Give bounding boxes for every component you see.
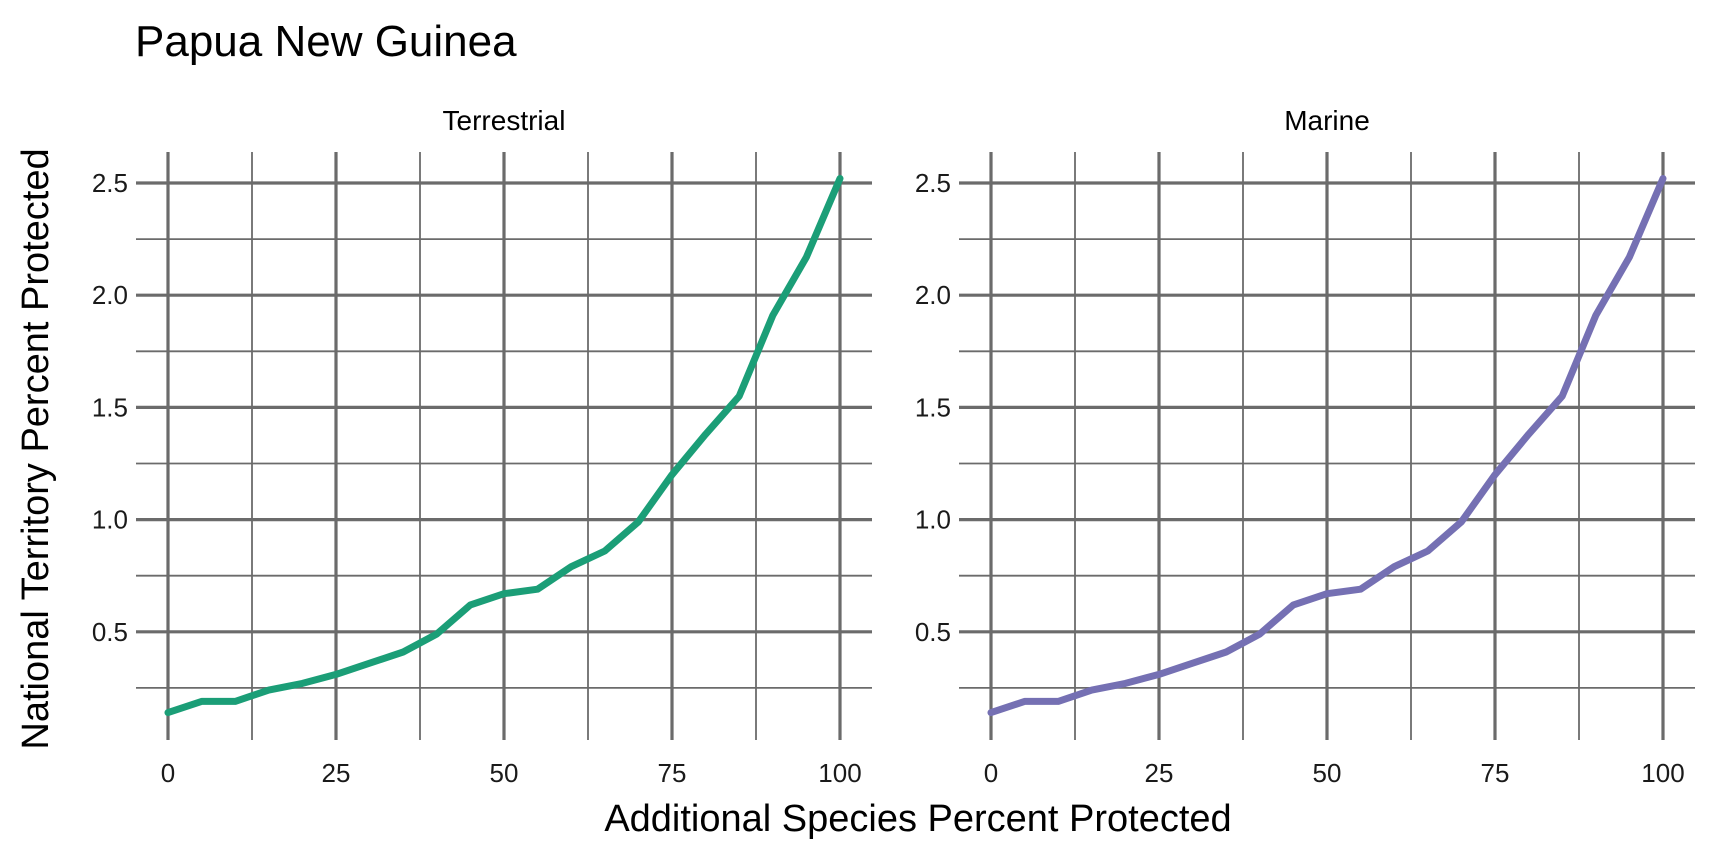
x-tick-label: 0 xyxy=(161,758,175,788)
x-tick-label: 25 xyxy=(1145,758,1174,788)
x-tick-label: 75 xyxy=(658,758,687,788)
y-tick-label: 1.5 xyxy=(92,392,128,422)
y-tick-label: 0.5 xyxy=(92,617,128,647)
x-tick-label: 75 xyxy=(1481,758,1510,788)
x-tick-label: 50 xyxy=(490,758,519,788)
x-tick-label: 0 xyxy=(984,758,998,788)
y-tick-label: 1.0 xyxy=(92,505,128,535)
panel-title: Terrestrial xyxy=(443,105,566,136)
y-tick-label: 2.5 xyxy=(915,168,951,198)
series-line-marine xyxy=(987,175,1667,717)
x-tick-label: 100 xyxy=(818,758,861,788)
chart-title: Papua New Guinea xyxy=(135,17,517,66)
facet-panels: 0.5 1.0 1.5 2.0 2.5 0 25 50 75 100 Terrestrial 0.5 1… xyxy=(92,105,1695,788)
y-tick-label: 1.0 xyxy=(915,505,951,535)
x-tick-label: 100 xyxy=(1641,758,1684,788)
panel-marine: 0.5 1.0 1.5 2.0 2.5 0 25 50 75 100 Marine xyxy=(915,105,1695,788)
x-tick-label: 25 xyxy=(322,758,351,788)
panel-title: Marine xyxy=(1284,105,1370,136)
y-tick-label: 0.5 xyxy=(915,617,951,647)
y-tick-label: 2.0 xyxy=(92,280,128,310)
y-tick-label: 2.0 xyxy=(915,280,951,310)
x-axis-title: Additional Species Percent Protected xyxy=(604,798,1231,840)
y-tick-label: 2.5 xyxy=(92,168,128,198)
panel-terrestrial: 0.5 1.0 1.5 2.0 2.5 0 25 50 75 100 Terrestrial xyxy=(92,105,872,788)
series-line-terrestrial xyxy=(164,175,844,717)
y-axis-title: National Territory Percent Protected xyxy=(15,148,57,749)
y-tick-label: 1.5 xyxy=(915,392,951,422)
x-tick-label: 50 xyxy=(1313,758,1342,788)
